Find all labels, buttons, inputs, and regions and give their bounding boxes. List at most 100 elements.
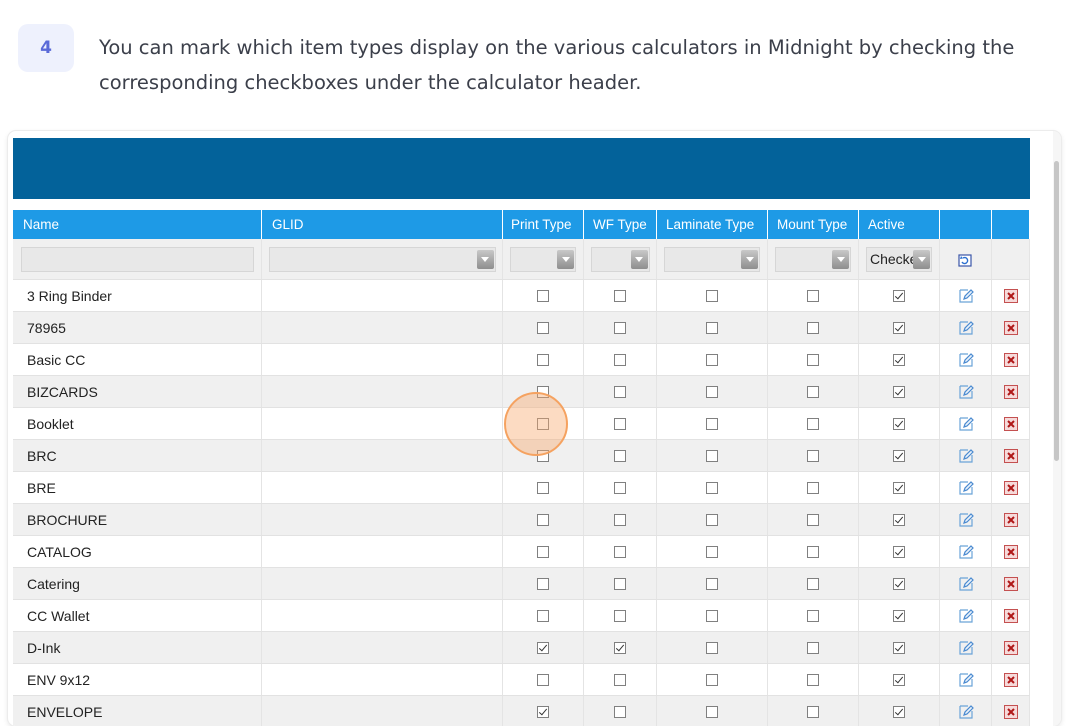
mount-type-checkbox[interactable] (807, 385, 819, 398)
wf-type-checkbox[interactable] (614, 641, 626, 654)
active-filter-select[interactable]: Checked (866, 246, 932, 272)
wf-type-checkbox[interactable] (614, 481, 626, 494)
name-filter-input[interactable] (20, 246, 254, 272)
mount-type-checkbox[interactable] (807, 481, 819, 494)
edit-pencil-icon[interactable] (958, 608, 974, 624)
column-header-wf-type[interactable]: WF Type (584, 210, 657, 239)
laminate-type-checkbox[interactable] (706, 641, 718, 654)
active-checkbox[interactable] (893, 673, 905, 686)
active-checkbox[interactable] (893, 641, 905, 654)
wf-type-checkbox[interactable] (614, 321, 626, 334)
delete-x-icon[interactable] (1003, 352, 1018, 367)
edit-pencil-icon[interactable] (958, 480, 974, 496)
edit-pencil-icon[interactable] (958, 544, 974, 560)
laminate-type-checkbox[interactable] (706, 481, 718, 494)
refresh-icon[interactable] (958, 252, 973, 267)
delete-x-icon[interactable] (1003, 608, 1018, 623)
delete-x-icon[interactable] (1003, 480, 1018, 495)
delete-x-icon[interactable] (1003, 448, 1018, 463)
delete-x-icon[interactable] (1003, 512, 1018, 527)
edit-pencil-icon[interactable] (958, 352, 974, 368)
laminate-type-checkbox[interactable] (706, 385, 718, 398)
laminate-type-checkbox[interactable] (706, 417, 718, 430)
edit-pencil-icon[interactable] (958, 384, 974, 400)
delete-x-icon[interactable] (1003, 544, 1018, 559)
wf-type-checkbox[interactable] (614, 545, 626, 558)
laminate-type-checkbox[interactable] (706, 577, 718, 590)
column-header-print-type[interactable]: Print Type (503, 210, 584, 239)
print-type-checkbox[interactable] (537, 641, 549, 654)
wf-type-checkbox[interactable] (614, 289, 626, 302)
print-type-checkbox[interactable] (537, 289, 549, 302)
mount-type-checkbox[interactable] (807, 417, 819, 430)
delete-x-icon[interactable] (1003, 640, 1018, 655)
vertical-scrollbar[interactable] (1053, 131, 1061, 726)
active-checkbox[interactable] (893, 577, 905, 590)
print-type-checkbox[interactable] (537, 385, 549, 398)
edit-pencil-icon[interactable] (958, 672, 974, 688)
print-type-checkbox[interactable] (537, 481, 549, 494)
mount-type-checkbox[interactable] (807, 545, 819, 558)
edit-pencil-icon[interactable] (958, 576, 974, 592)
delete-x-icon[interactable] (1003, 672, 1018, 687)
active-checkbox[interactable] (893, 289, 905, 302)
active-checkbox[interactable] (893, 449, 905, 462)
print-type-checkbox[interactable] (537, 577, 549, 590)
active-checkbox[interactable] (893, 417, 905, 430)
mount-type-checkbox[interactable] (807, 673, 819, 686)
print-type-checkbox[interactable] (537, 417, 549, 430)
wf-type-checkbox[interactable] (614, 609, 626, 622)
wf-type-checkbox[interactable] (614, 353, 626, 366)
print-type-checkbox[interactable] (537, 321, 549, 334)
active-checkbox[interactable] (893, 705, 905, 718)
mount-type-checkbox[interactable] (807, 353, 819, 366)
mount-type-checkbox[interactable] (807, 705, 819, 718)
mount-type-checkbox[interactable] (807, 641, 819, 654)
print-type-checkbox[interactable] (537, 513, 549, 526)
laminate-type-checkbox[interactable] (706, 289, 718, 302)
wf-type-checkbox[interactable] (614, 673, 626, 686)
laminate-type-checkbox[interactable] (706, 705, 718, 718)
active-checkbox[interactable] (893, 609, 905, 622)
active-checkbox[interactable] (893, 321, 905, 334)
wf-type-checkbox[interactable] (614, 417, 626, 430)
column-header-name[interactable]: Name (13, 210, 262, 239)
print-type-filter-select[interactable] (510, 246, 576, 272)
print-type-checkbox[interactable] (537, 353, 549, 366)
mount-type-filter-select[interactable] (775, 246, 851, 272)
wf-type-checkbox[interactable] (614, 513, 626, 526)
mount-type-checkbox[interactable] (807, 321, 819, 334)
column-header-mount-type[interactable]: Mount Type (768, 210, 859, 239)
laminate-type-checkbox[interactable] (706, 609, 718, 622)
edit-pencil-icon[interactable] (958, 448, 974, 464)
delete-x-icon[interactable] (1003, 416, 1018, 431)
wf-type-checkbox[interactable] (614, 385, 626, 398)
mount-type-checkbox[interactable] (807, 577, 819, 590)
active-checkbox[interactable] (893, 353, 905, 366)
mount-type-checkbox[interactable] (807, 609, 819, 622)
laminate-type-checkbox[interactable] (706, 449, 718, 462)
wf-type-filter-select[interactable] (590, 246, 650, 272)
laminate-type-checkbox[interactable] (706, 321, 718, 334)
scrollbar-thumb[interactable] (1054, 161, 1059, 461)
delete-x-icon[interactable] (1003, 704, 1018, 719)
laminate-type-checkbox[interactable] (706, 545, 718, 558)
print-type-checkbox[interactable] (537, 545, 549, 558)
laminate-type-checkbox[interactable] (706, 353, 718, 366)
active-checkbox[interactable] (893, 385, 905, 398)
column-header-glid[interactable]: GLID (262, 210, 503, 239)
print-type-checkbox[interactable] (537, 449, 549, 462)
laminate-type-checkbox[interactable] (706, 673, 718, 686)
mount-type-checkbox[interactable] (807, 289, 819, 302)
column-header-laminate-type[interactable]: Laminate Type (657, 210, 768, 239)
delete-x-icon[interactable] (1003, 576, 1018, 591)
edit-pencil-icon[interactable] (958, 320, 974, 336)
edit-pencil-icon[interactable] (958, 288, 974, 304)
active-checkbox[interactable] (893, 545, 905, 558)
mount-type-checkbox[interactable] (807, 449, 819, 462)
laminate-type-filter-select[interactable] (664, 246, 760, 272)
print-type-checkbox[interactable] (537, 609, 549, 622)
edit-pencil-icon[interactable] (958, 640, 974, 656)
delete-x-icon[interactable] (1003, 384, 1018, 399)
laminate-type-checkbox[interactable] (706, 513, 718, 526)
